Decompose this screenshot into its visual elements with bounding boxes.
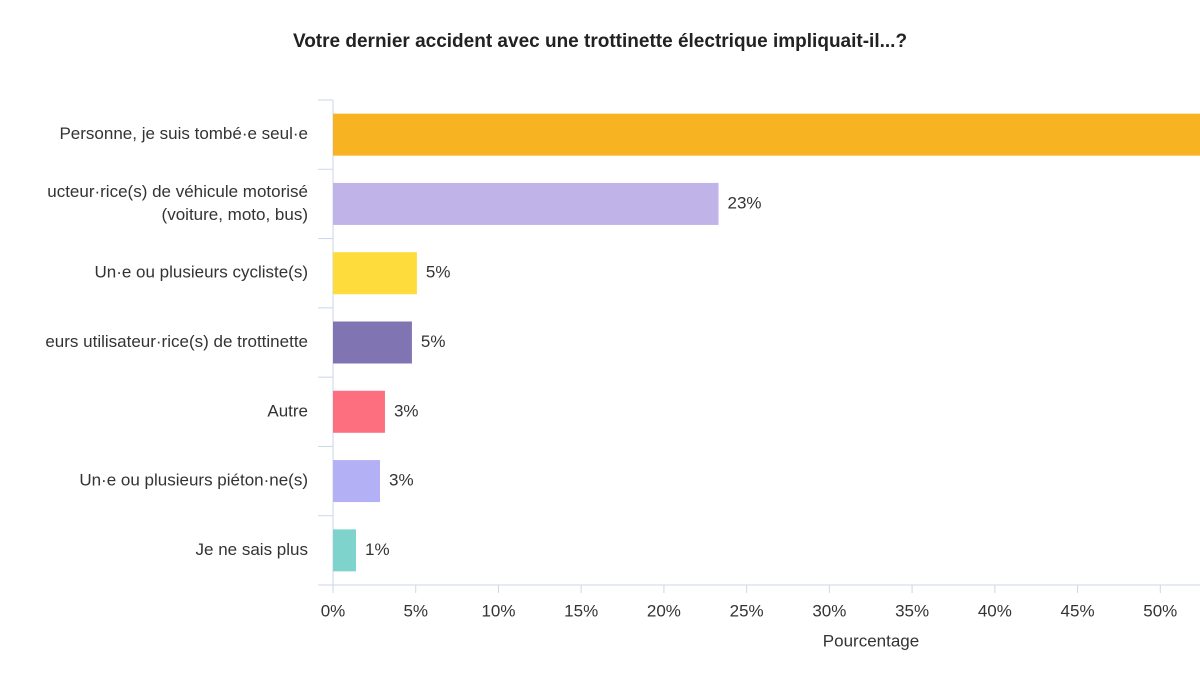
bar	[333, 113, 1200, 156]
value-label: 23%	[728, 193, 762, 212]
x-tick-label: 35%	[895, 601, 929, 620]
x-tick-label: 15%	[564, 601, 598, 620]
y-tick-label: eurs utilisateur·rice(s) de trottinette	[45, 332, 308, 351]
y-tick-label: Autre	[267, 401, 308, 420]
bar	[333, 390, 385, 433]
y-tick-label: Personne, je suis tombé·e seul·e	[59, 124, 308, 143]
y-tick-label: Un·e ou plusieurs piéton·ne(s)	[79, 471, 308, 490]
value-label: 5%	[426, 263, 451, 282]
y-tick-label: ucteur·rice(s) de véhicule motorisé	[47, 182, 308, 201]
y-tick-label: Un·e ou plusieurs cycliste(s)	[94, 263, 308, 282]
x-tick-label: 20%	[647, 601, 681, 620]
y-tick-label: Je ne sais plus	[196, 540, 308, 559]
bar	[333, 529, 356, 572]
bar	[333, 460, 380, 503]
x-tick-label: 30%	[812, 601, 846, 620]
bar	[333, 321, 412, 364]
chart-title: Votre dernier accident avec une trottine…	[293, 31, 907, 52]
value-label: 3%	[389, 471, 414, 490]
x-tick-label: 45%	[1061, 601, 1095, 620]
bar	[333, 252, 417, 295]
value-label: 3%	[394, 401, 419, 420]
x-tick-label: 40%	[978, 601, 1012, 620]
x-axis-title: Pourcentage	[823, 631, 919, 650]
x-tick-label: 10%	[481, 601, 515, 620]
bar	[333, 182, 719, 225]
x-tick-label: 50%	[1143, 601, 1177, 620]
value-label: 5%	[421, 332, 446, 351]
y-tick-label: (voiture, moto, bus)	[162, 205, 308, 224]
x-tick-label: 0%	[321, 601, 346, 620]
value-label: 1%	[365, 540, 390, 559]
x-tick-label: 25%	[730, 601, 764, 620]
x-tick-label: 5%	[403, 601, 428, 620]
